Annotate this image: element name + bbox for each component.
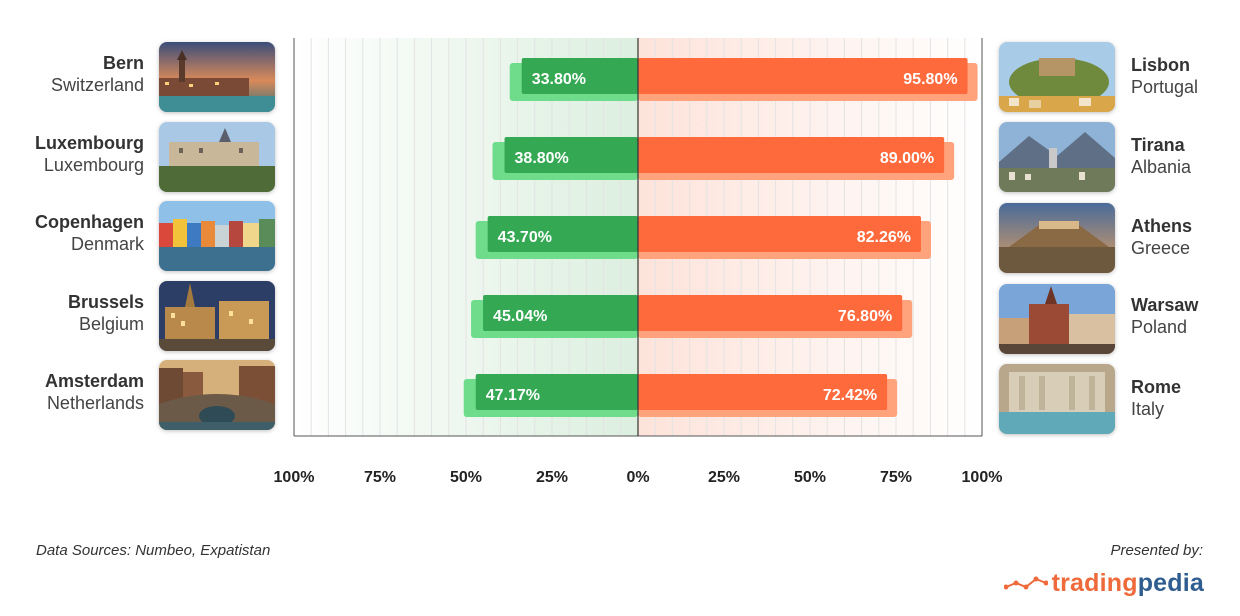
rome-photo (999, 364, 1115, 434)
luxembourg-photo (159, 122, 275, 192)
country-name: Luxembourg (43, 154, 144, 175)
city-name: Warsaw (1131, 295, 1199, 315)
city-name: Copenhagen (34, 212, 144, 232)
country-name: Portugal (1131, 76, 1199, 97)
city-name: Bern (102, 53, 144, 73)
left-bar (475, 374, 638, 410)
right-city-label: Lisbon Portugal (1131, 55, 1240, 98)
city-name: Luxembourg (34, 133, 144, 153)
right-city-label: Warsaw Poland (1131, 295, 1240, 338)
warsaw-photo (999, 284, 1115, 354)
right-city-label: Athens Greece (1131, 216, 1240, 259)
right-city-label: Rome Italy (1131, 377, 1240, 420)
x-tick-label: 75% (880, 469, 912, 486)
right-city-label: Tirana Albania (1131, 135, 1240, 178)
left-city-label: Copenhagen Denmark (4, 212, 144, 255)
x-tick-label: 50% (450, 469, 482, 486)
right-bar (638, 137, 945, 173)
logo-word-pedia: pedia (1137, 568, 1204, 597)
diverging-bar-chart: 100% 75% 50% 25% 0% 25% 50% 75% 100% 33.80% 95.80%… (274, 38, 1003, 486)
left-bar (487, 216, 638, 252)
city-name: Tirana (1131, 135, 1185, 155)
x-tick-label: 100% (274, 469, 315, 486)
right-bar-value-label: 95.80% (903, 71, 957, 88)
country-name: Belgium (78, 313, 144, 334)
right-bar-value-label: 89.00% (880, 150, 934, 167)
country-name: Italy (1131, 398, 1165, 419)
left-bar-value-label: 43.70% (498, 229, 552, 246)
lisbon-photo (999, 42, 1115, 112)
left-bar-value-label: 38.80% (515, 150, 569, 167)
left-city-label: Luxembourg Luxembourg (4, 133, 144, 176)
left-bar (504, 137, 638, 173)
left-city-label: Brussels Belgium (4, 292, 144, 335)
left-city-label: Bern Switzerland (4, 53, 144, 96)
right-bar-value-label: 72.42% (823, 387, 877, 404)
city-name: Brussels (67, 292, 144, 312)
x-tick-label: 50% (794, 469, 826, 486)
right-bar (638, 216, 921, 252)
city-name: Rome (1131, 377, 1182, 397)
data-source-text: Data Sources: Numbeo, Expatistan (36, 542, 271, 559)
right-bar-value-label: 82.26% (857, 229, 911, 246)
tradingpedia-logo[interactable]: tradingpedia (1003, 568, 1204, 598)
left-bar-value-label: 47.17% (486, 387, 540, 404)
x-tick-label: 25% (536, 469, 568, 486)
country-name: Switzerland (50, 74, 144, 95)
left-bar-value-label: 45.04% (493, 308, 547, 325)
copenhagen-photo (159, 201, 275, 271)
city-name: Lisbon (1131, 55, 1190, 75)
x-tick-label: 100% (962, 469, 1003, 486)
right-bar (638, 374, 888, 410)
amsterdam-photo (159, 360, 275, 430)
country-name: Albania (1131, 156, 1192, 177)
logo-chart-icon (1003, 576, 1048, 590)
presented-by-text: Presented by: (1110, 542, 1203, 559)
athens-photo (999, 203, 1115, 273)
city-name: Amsterdam (44, 371, 144, 391)
city-name: Athens (1131, 216, 1193, 236)
x-tick-label: 25% (708, 469, 740, 486)
left-city-label: Amsterdam Netherlands (4, 371, 144, 414)
bern-photo (159, 42, 275, 112)
brussels-photo (159, 281, 275, 351)
right-bar (638, 295, 903, 331)
tirana-photo (999, 122, 1115, 192)
x-tick-label: 75% (364, 469, 396, 486)
country-name: Denmark (70, 233, 144, 254)
country-name: Poland (1131, 316, 1188, 337)
country-name: Greece (1131, 237, 1191, 258)
right-bar (638, 58, 968, 94)
x-tick-label: 0% (626, 469, 649, 486)
right-bar-value-label: 76.80% (838, 308, 892, 325)
left-bar-value-label: 33.80% (532, 71, 586, 88)
left-bar (483, 295, 638, 331)
left-bar (521, 58, 638, 94)
logo-word-trading: trading (1051, 568, 1138, 597)
country-name: Netherlands (46, 392, 144, 413)
